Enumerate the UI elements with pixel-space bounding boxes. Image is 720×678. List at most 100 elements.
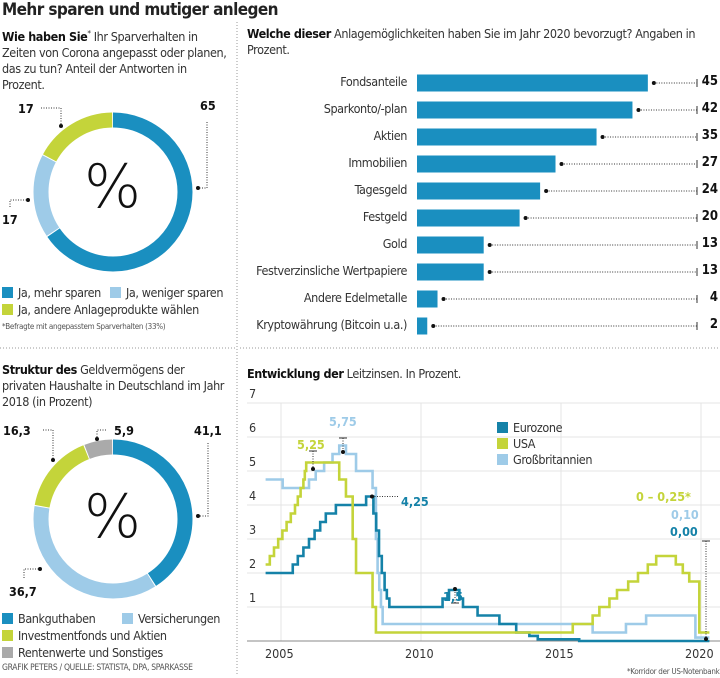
legend-label: Eurozone bbox=[513, 420, 563, 435]
y-tick-label: 4 bbox=[249, 488, 257, 503]
bar-value: 42 bbox=[701, 101, 718, 116]
bar-label: Festverzinsliche Wertpapiere bbox=[256, 263, 407, 278]
bar-label: Sparkonto/-plan bbox=[323, 101, 408, 116]
legend-swatch bbox=[2, 647, 13, 658]
bar bbox=[417, 209, 520, 227]
bar-leader-dot bbox=[487, 270, 492, 274]
preferences-heading: Welche dieser Anlagemöglichkeiten haben … bbox=[247, 26, 717, 58]
survey-legend-mehr: Ja, mehr sparen bbox=[2, 285, 101, 300]
survey-donut bbox=[33, 112, 193, 272]
preferences-heading-text: Anlagemöglichkeiten haben Sie im Jahr 20… bbox=[247, 26, 696, 57]
bar bbox=[417, 290, 438, 308]
annotation-dot bbox=[341, 450, 345, 454]
donut-segment-1 bbox=[33, 112, 193, 272]
bar-label: Tagesgeld bbox=[354, 182, 408, 197]
legend-swatch bbox=[2, 287, 13, 298]
assets-value-investment: 16,3 bbox=[3, 423, 31, 438]
rates-footnote: *Korridor der US-Notenbank bbox=[627, 667, 720, 676]
rates-legend-item: Eurozone bbox=[497, 420, 562, 435]
bar-value: 13 bbox=[701, 236, 718, 251]
bar-leader-dot bbox=[636, 108, 641, 112]
bar-value: 20 bbox=[701, 209, 718, 224]
bar bbox=[417, 74, 648, 92]
legend-swatch bbox=[497, 422, 508, 433]
x-tick-label: 2020 bbox=[685, 646, 714, 661]
rates-annotation: 4,25 bbox=[401, 494, 429, 509]
preferences-bars bbox=[417, 74, 698, 335]
legend-label: Investmentfonds und Aktien bbox=[18, 628, 167, 643]
legend-swatch bbox=[497, 438, 508, 449]
survey-value-andere: 17 bbox=[18, 101, 34, 116]
bar-label: Kryptowährung (Bitcoin u.a.) bbox=[256, 317, 407, 332]
rates-heading: Entwicklung der Leitzinsen. In Prozent. bbox=[247, 366, 461, 382]
assets-legend-bank: Bankguthaben bbox=[2, 611, 96, 626]
series-line-usa bbox=[265, 461, 710, 634]
bar bbox=[417, 101, 633, 119]
bar-value: 27 bbox=[701, 155, 718, 170]
bar bbox=[417, 317, 428, 335]
bar-value: 4 bbox=[709, 290, 718, 305]
assets-heading: Struktur des Geldvermögens der privaten … bbox=[2, 362, 230, 410]
legend-label: Rentenwerte und Sonstiges bbox=[18, 645, 163, 660]
rates-annotation: 0,00 bbox=[670, 524, 698, 539]
bar-value: 35 bbox=[701, 128, 718, 143]
survey-legend-andere: Ja, andere Anlageprodukte wählen bbox=[2, 302, 199, 317]
y-tick-label: 7 bbox=[249, 386, 257, 401]
assets-source: GRAFIK PETERS / QUELLE: STATISTA, DPA, S… bbox=[2, 663, 193, 673]
bar bbox=[417, 236, 484, 254]
survey-footnote: *Befragte mit angepasstem Sparverhalten … bbox=[2, 322, 166, 331]
y-tick-label: 2 bbox=[249, 556, 257, 571]
bar-label: Gold bbox=[382, 236, 408, 251]
preferences-heading-bold: Welche dieser bbox=[247, 26, 331, 41]
donut-segment-0 bbox=[33, 112, 193, 272]
assets-legend-versicherungen: Versicherungen bbox=[122, 611, 220, 626]
survey-value-mehr: 65 bbox=[200, 98, 216, 113]
assets-legend-renten: Rentenwerte und Sonstiges bbox=[2, 645, 163, 660]
x-tick-label: 2005 bbox=[265, 646, 294, 661]
assets-value-versicherungen: 36,7 bbox=[9, 584, 37, 599]
legend-swatch bbox=[2, 630, 13, 641]
survey-heading-bold: Wie haben Sie bbox=[2, 29, 88, 45]
legend-swatch bbox=[122, 613, 133, 624]
y-tick-label: 3 bbox=[249, 522, 257, 537]
series-line-eurozone bbox=[265, 495, 710, 643]
legend-label: Ja, mehr sparen bbox=[18, 285, 101, 300]
annotation-dot bbox=[453, 587, 457, 591]
bar-leader-dot bbox=[487, 243, 492, 247]
annotation-dot bbox=[704, 637, 708, 641]
donut-segment-0 bbox=[33, 439, 193, 599]
y-tick-label: 1 bbox=[249, 590, 257, 605]
rates-annotation: 5,25 bbox=[297, 437, 325, 452]
bar bbox=[417, 155, 556, 173]
rates-annotation: 0,10 bbox=[671, 507, 699, 522]
survey-percent-symbol: % bbox=[84, 152, 142, 222]
rates-legend-item: Großbritannien bbox=[497, 452, 592, 467]
assets-donut bbox=[33, 439, 193, 599]
survey-heading-sup: * bbox=[87, 29, 91, 38]
legend-label: Großbritannien bbox=[513, 452, 593, 467]
rates-annotation: 0 – 0,25* bbox=[636, 489, 691, 504]
legend-label: Versicherungen bbox=[138, 611, 220, 626]
bar-leader-dot bbox=[523, 216, 528, 220]
bar-label: Aktien bbox=[373, 128, 408, 143]
assets-heading-bold: Struktur des bbox=[2, 362, 77, 377]
rates-line-chart bbox=[247, 402, 720, 643]
y-tick-label: 6 bbox=[249, 420, 257, 435]
bar-leader-dot bbox=[431, 324, 436, 328]
legend-label: Ja, andere Anlageprodukte wählen bbox=[18, 302, 199, 317]
bar-value: 13 bbox=[701, 263, 718, 278]
donut-leader-dots bbox=[26, 124, 200, 571]
donut-segment-1 bbox=[33, 439, 193, 599]
legend-swatch bbox=[2, 304, 13, 315]
bar-label: Fondsanteile bbox=[340, 74, 407, 89]
series-line-großbritannien bbox=[265, 444, 710, 639]
bar-leader-dot bbox=[600, 135, 605, 139]
rates-legend-item: USA bbox=[497, 436, 536, 451]
assets-heading-text: Geldvermögens der privaten Haushalte in … bbox=[2, 362, 225, 409]
bar-label: Festgeld bbox=[362, 209, 408, 224]
legend-swatch bbox=[110, 287, 121, 298]
legend-label: Bankguthaben bbox=[18, 611, 96, 626]
assets-value-renten: 5,9 bbox=[114, 423, 134, 438]
page-title: Mehr sparen und mutiger anlegen bbox=[2, 0, 279, 20]
